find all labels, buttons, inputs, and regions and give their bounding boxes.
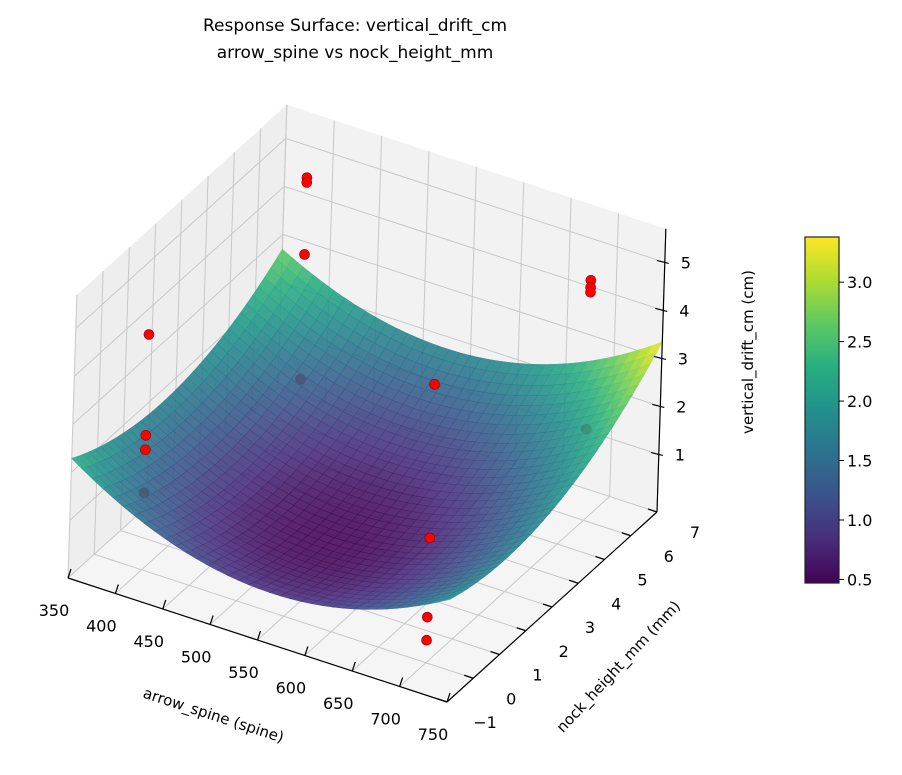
y-tick-label: 6	[664, 547, 674, 566]
z-tick	[652, 403, 665, 408]
gridline-x	[609, 213, 619, 497]
y-tick-label: −1	[473, 713, 497, 732]
y-axis-label: nock_height_mm (mm)	[553, 597, 685, 737]
x-tick-label: 650	[323, 694, 354, 713]
colorbar-tick-label: 1.5	[847, 452, 872, 471]
x-tick-label: 450	[133, 632, 164, 651]
colorbar-tick-label: 2.0	[847, 392, 872, 411]
z-axis-line	[656, 228, 667, 513]
x-tick-label: 700	[370, 710, 401, 729]
y-tick-label: 2	[559, 642, 569, 661]
y-tick-label: 3	[585, 618, 595, 637]
data-point	[424, 532, 436, 544]
z-tick-label: 3	[678, 349, 688, 368]
x-tick-label: 500	[181, 648, 212, 667]
y-tick-label: 5	[637, 571, 647, 590]
z-tick-label: 2	[676, 397, 686, 416]
x-tick-label: 400	[86, 617, 117, 636]
y-tick-label: 7	[690, 523, 700, 542]
z-tick-label: 5	[681, 253, 691, 272]
z-axis-label: vertical_drift_cm (cm)	[739, 270, 758, 434]
y-tick	[437, 698, 448, 703]
y-tick	[595, 555, 605, 561]
x-tick-label: 550	[228, 663, 259, 682]
colorbar: 0.5 1.0 1.5 2.0 2.5 3.0	[804, 236, 872, 589]
data-point	[299, 249, 310, 260]
x-axis-label: arrow_spine (spine)	[141, 684, 287, 747]
x-tick	[256, 630, 262, 641]
x-tick-label: 350	[39, 601, 70, 620]
data-point	[140, 430, 152, 441]
x-tick	[209, 615, 214, 625]
z-tick-label: 4	[679, 301, 689, 320]
x-tick	[446, 692, 451, 703]
z-tick	[655, 307, 668, 312]
colorbar-gradient	[804, 236, 840, 584]
colorbar-tick-label: 1.0	[847, 511, 872, 530]
gridline-z	[284, 185, 664, 311]
x-tick	[399, 677, 404, 687]
axes: 350400450500550600650700750−101234567123…	[39, 228, 700, 744]
x-tick	[162, 599, 167, 610]
surface	[71, 248, 663, 610]
gridline-z	[75, 138, 287, 329]
points-above-surface	[140, 172, 597, 544]
gridline-y	[93, 271, 104, 555]
y-tick	[542, 603, 553, 608]
y-tick	[569, 579, 579, 584]
y-tick-label: 4	[611, 594, 621, 613]
z-tick	[656, 259, 669, 264]
y-tick	[490, 650, 500, 656]
x-tick	[114, 584, 119, 594]
colorbar-tick-label: 3.0	[847, 273, 872, 292]
z-tick-label: 1	[675, 445, 685, 464]
y-tick-label: 0	[506, 689, 516, 708]
x-tick-label: 750	[418, 725, 449, 744]
y-tick	[516, 627, 526, 632]
y-tick-label: 1	[532, 666, 542, 685]
chart-subtitle: arrow_spine vs nock_height_mm	[217, 43, 494, 63]
data-point	[143, 329, 155, 340]
data-point	[429, 379, 440, 390]
gridline-z	[73, 186, 285, 377]
data-point	[140, 444, 151, 456]
y-tick	[621, 532, 631, 537]
z-tick	[653, 355, 666, 360]
x-tick	[67, 568, 72, 579]
z-tick	[650, 451, 663, 456]
data-point	[421, 634, 432, 646]
gridline-y	[67, 294, 78, 579]
gridline-z	[285, 137, 665, 263]
gridline-z	[282, 233, 662, 359]
x-tick	[304, 646, 309, 656]
x-tick	[351, 661, 356, 672]
y-tick	[647, 508, 658, 513]
x-tick-label: 600	[276, 679, 307, 698]
chart-title: Response Surface: vertical_drift_cm	[203, 16, 507, 36]
gridline-z	[72, 234, 284, 425]
colorbar-tick-label: 0.5	[847, 570, 872, 589]
gridline-y	[94, 553, 474, 679]
data-point	[421, 611, 433, 623]
data-point	[585, 286, 596, 298]
colorbar-tick-label: 2.5	[847, 333, 872, 352]
y-tick	[464, 674, 474, 679]
data-point	[301, 177, 313, 188]
surface-patch	[439, 595, 457, 603]
